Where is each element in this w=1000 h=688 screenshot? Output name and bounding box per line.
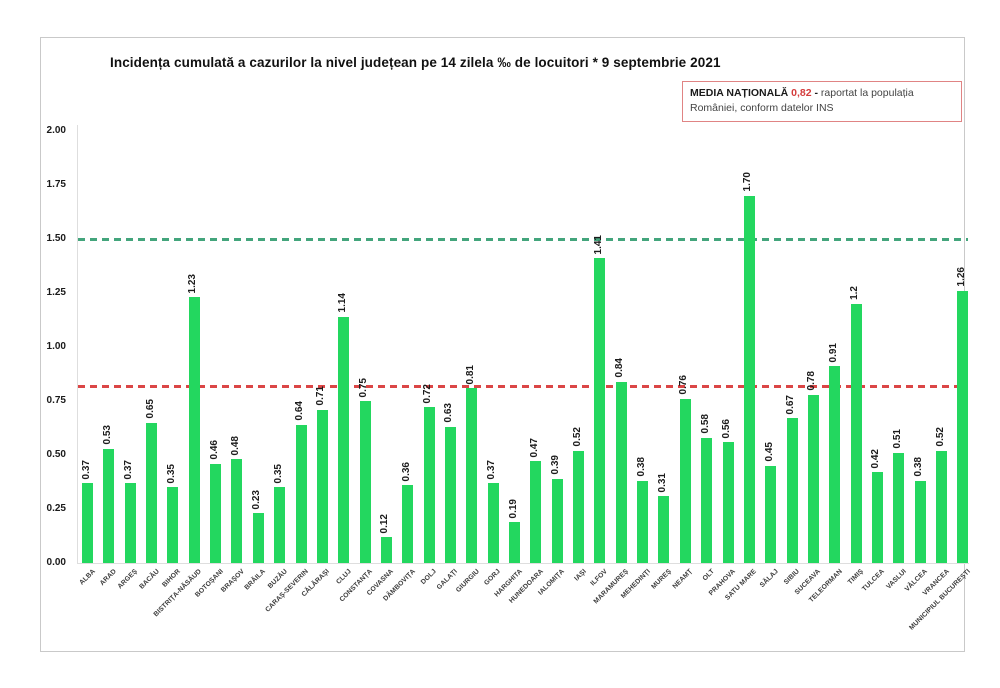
legend-note: raportat la populația României, conform … bbox=[690, 87, 914, 115]
chart-panel bbox=[40, 37, 965, 652]
legend-dash: - bbox=[814, 87, 818, 99]
national-average-value: 0,82 bbox=[791, 87, 812, 99]
national-average-box: MEDIA NAȚIONALĂ 0,82 - raportat la popul… bbox=[682, 81, 962, 123]
national-average-label: MEDIA NAȚIONALĂ bbox=[690, 87, 789, 99]
chart-title: Incidența cumulată a cazurilor la nivel … bbox=[110, 55, 721, 70]
